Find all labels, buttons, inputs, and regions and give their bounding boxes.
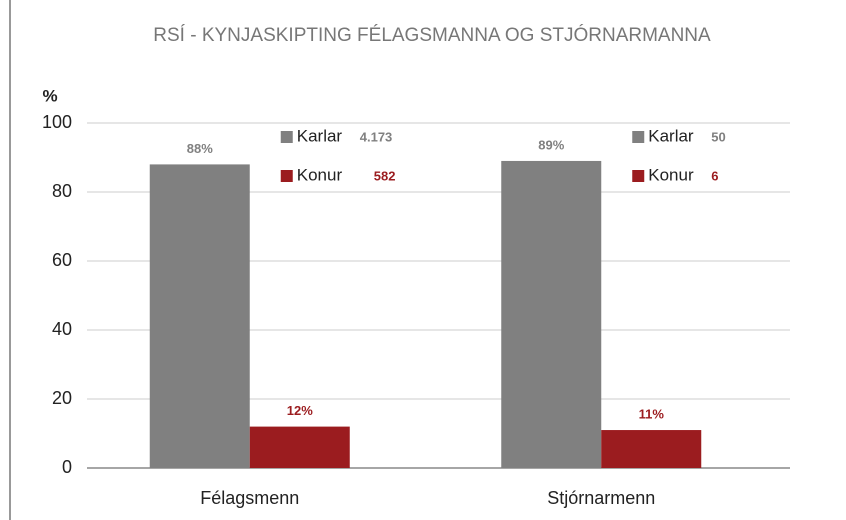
- y-tick-label: 20: [52, 388, 72, 408]
- bar: [601, 430, 702, 468]
- value-label: 89%: [538, 137, 564, 152]
- value-label: 12%: [287, 403, 313, 418]
- legend-label: Karlar: [297, 126, 343, 145]
- x-tick-label: Stjórnarmenn: [547, 488, 655, 508]
- legend-label: Konur: [297, 165, 343, 184]
- legend-swatch: [632, 170, 645, 182]
- legend-swatch: [280, 131, 293, 143]
- legend-label: Karlar: [648, 126, 694, 145]
- legend-swatch: [280, 170, 293, 182]
- legend-count: 582: [374, 168, 396, 183]
- value-label: 11%: [639, 406, 665, 421]
- bar: [249, 426, 350, 468]
- y-tick-label: 100: [42, 112, 72, 132]
- y-tick-label: 80: [52, 181, 72, 201]
- value-label: 88%: [187, 141, 213, 156]
- chart-title: RSÍ - KYNJASKIPTING FÉLAGSMANNA OG STJÓR…: [153, 24, 711, 46]
- bar: [149, 164, 250, 468]
- y-tick-label: 60: [52, 250, 72, 270]
- y-tick-label: 0: [62, 457, 72, 477]
- y-axis-label: %: [42, 86, 57, 105]
- legend-swatch: [632, 131, 645, 143]
- legend-count: 4.173: [360, 129, 393, 144]
- bar: [501, 160, 602, 468]
- y-tick-label: 40: [52, 319, 72, 339]
- legend-count: 50: [711, 129, 725, 144]
- legend-label: Konur: [648, 165, 694, 184]
- legend-count: 6: [711, 168, 718, 183]
- x-tick-label: Félagsmenn: [200, 488, 299, 508]
